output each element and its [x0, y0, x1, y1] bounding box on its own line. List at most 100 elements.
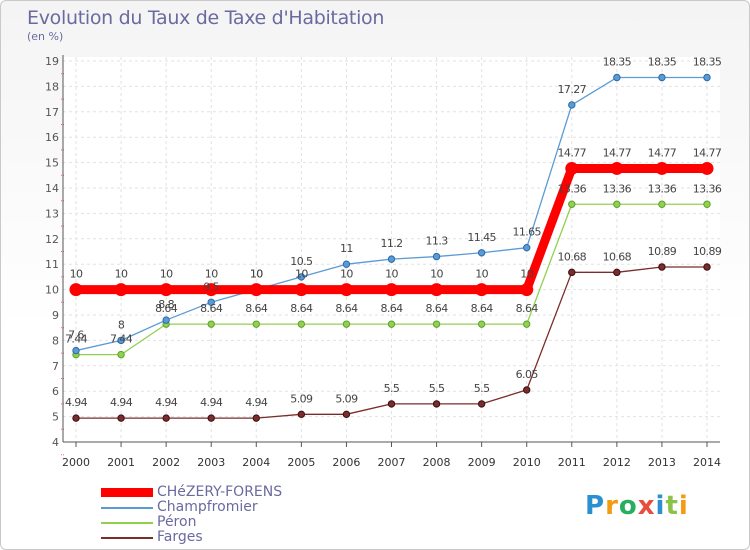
y-tick-label: 5: [52, 411, 59, 424]
data-point: [477, 400, 486, 408]
data-label: 8.64: [380, 302, 403, 315]
x-tick-label: 2000: [62, 456, 90, 469]
data-point: [700, 161, 714, 175]
axes: 4 5 6 7 8 9 10 11 12 13 14 15 16 17 18 19 2000 2001 2002 20…: [45, 55, 721, 469]
x-tick-label: 2006: [332, 456, 360, 469]
data-label: 14.77: [648, 146, 677, 159]
data-point: [568, 200, 576, 208]
data-label: 10: [340, 268, 353, 281]
data-label: 10: [205, 268, 218, 281]
y-tick-label: 8: [52, 334, 59, 347]
logo-letter: t: [665, 491, 679, 521]
data-label: 13.36: [603, 182, 632, 195]
data-point: [568, 268, 576, 277]
data-point: [432, 252, 441, 261]
y-tick-label: 12: [45, 233, 59, 246]
legend-item: CHéZERY-FORENS: [101, 485, 282, 500]
data-point: [72, 414, 80, 422]
data-point: [613, 73, 621, 82]
legend-item: Péron: [101, 515, 282, 530]
data-label: 11.2: [380, 237, 402, 250]
data-point: [117, 336, 125, 345]
logo-letter: r: [605, 491, 619, 521]
data-label: 8.64: [426, 302, 449, 315]
data-point: [430, 283, 444, 297]
data-point: [432, 400, 441, 408]
y-tick-label: 9: [52, 309, 59, 322]
data-point: [658, 200, 666, 208]
data-point: [297, 410, 306, 419]
legend-swatch: [101, 488, 153, 497]
logo-letter: o: [618, 491, 638, 521]
legend-label: Péron: [157, 514, 197, 530]
data-point: [613, 200, 621, 208]
data-point: [658, 73, 666, 82]
data-label: 11.3: [426, 235, 449, 248]
x-tick-label: 2011: [558, 456, 586, 469]
x-tick-label: 2004: [242, 456, 270, 469]
y-tick-label: 13: [45, 207, 59, 220]
data-label: 4.94: [65, 396, 88, 409]
data-point: [565, 161, 579, 175]
data-label: 7.44: [110, 333, 133, 346]
data-point: [613, 268, 621, 277]
data-label: 10: [115, 268, 128, 281]
data-label: 7.6: [68, 329, 84, 342]
legend-label: CHéZERY-FORENS: [157, 484, 283, 500]
y-tick-label: 7: [52, 360, 59, 373]
data-point: [568, 101, 576, 109]
data-label: 8.64: [245, 302, 268, 315]
legend-swatch: [101, 521, 153, 524]
data-point: [294, 283, 308, 297]
data-point: [387, 400, 396, 408]
data-labels: 10 10 10 10 10 10 10 10 10 10 10 14.77 14.77 14.77 14.…: [65, 56, 722, 410]
data-label: 5.5: [429, 382, 445, 395]
data-label: 14.77: [603, 146, 632, 159]
data-point: [207, 414, 215, 422]
data-label: 5.09: [290, 392, 313, 405]
data-point: [252, 320, 260, 328]
data-point: [703, 73, 711, 82]
data-label: 10: [475, 268, 488, 281]
proxiti-logo: Proxiti: [585, 491, 689, 521]
logo-letter: i: [678, 491, 689, 521]
y-axis-unit: (en %): [27, 30, 64, 43]
data-label: 4.94: [110, 396, 133, 409]
data-label: 4.94: [245, 396, 268, 409]
data-point: [475, 283, 489, 297]
data-label: 5.5: [384, 382, 400, 395]
data-label: 8.64: [335, 302, 358, 315]
data-label: 11: [340, 242, 353, 255]
logo-letter: P: [585, 491, 606, 521]
data-point: [703, 263, 711, 271]
data-label: 18.35: [603, 56, 632, 69]
legend-label: Champfromier: [157, 499, 258, 515]
data-point: [72, 346, 80, 355]
data-point: [523, 386, 531, 394]
y-tick-label: 15: [45, 157, 59, 170]
data-label: 9.5: [203, 280, 219, 293]
data-label: 8.64: [516, 302, 539, 315]
data-label: 8.8: [158, 298, 174, 311]
grid: [63, 57, 720, 443]
y-tick-label: 19: [45, 55, 59, 68]
x-tick-label: 2003: [197, 456, 225, 469]
data-point: [703, 200, 711, 208]
data-point: [342, 320, 351, 328]
y-tick-label: 6: [52, 385, 59, 398]
x-tick-label: 2007: [378, 456, 406, 469]
data-point: [342, 410, 351, 419]
legend-label: Farges: [157, 529, 203, 545]
data-point: [252, 414, 260, 422]
data-point: [432, 320, 441, 328]
data-label: 8: [118, 318, 125, 331]
data-label: 5.09: [335, 392, 358, 405]
data-point: [520, 283, 534, 297]
data-point: [297, 273, 306, 281]
data-label: 18.35: [648, 56, 677, 69]
data-point: [523, 243, 531, 252]
data-point: [162, 316, 170, 324]
data-label: 17.27: [558, 83, 587, 96]
